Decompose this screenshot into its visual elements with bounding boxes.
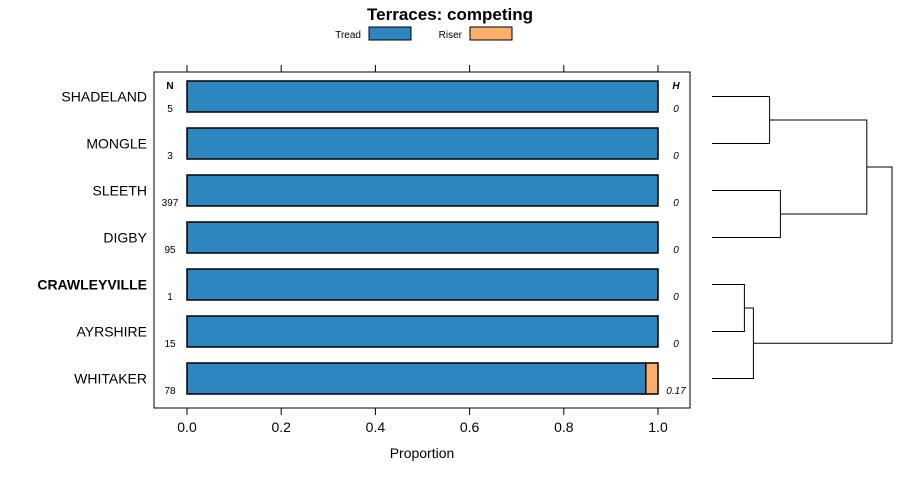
h-value: 0	[673, 198, 679, 209]
legend-label-tread: Tread	[335, 30, 361, 41]
n-value: 397	[162, 198, 179, 209]
dendrogram-branch	[712, 284, 745, 332]
dendrogram-branch	[712, 307, 754, 379]
n-column-header: N	[166, 81, 173, 92]
category-label: SLEETH	[93, 183, 147, 199]
n-value: 3	[167, 151, 173, 162]
legend-swatch-tread	[368, 26, 412, 41]
bar-tread	[186, 268, 659, 301]
bar-tread	[186, 315, 659, 348]
x-tick-label: 0.6	[460, 419, 480, 435]
category-label: SHADELAND	[61, 89, 147, 105]
bar-riser	[645, 362, 659, 395]
h-value: 0	[673, 292, 679, 303]
dendrogram-branch	[712, 96, 771, 144]
n-value: 78	[164, 386, 176, 397]
bar-rows: SHADELAND 5 0 MONGLE 3 0 SLEETH 397 0 DIGBY 95 0 CRA…	[37, 80, 686, 397]
x-tick-label: 0.4	[366, 419, 386, 435]
bar-tread	[186, 127, 659, 160]
bar-tread	[186, 174, 659, 207]
h-value: 0	[673, 339, 679, 350]
h-value: 0	[673, 245, 679, 256]
dendrogram-branch	[769, 119, 868, 215]
n-value: 1	[167, 292, 173, 303]
category-label: MONGLE	[86, 136, 147, 152]
n-value: 5	[167, 104, 173, 115]
x-tick-label: 0.0	[177, 419, 197, 435]
n-value: 15	[164, 339, 176, 350]
x-axis-title: Proportion	[390, 445, 455, 461]
h-column-header: H	[672, 81, 680, 92]
x-tick-label: 0.2	[271, 419, 291, 435]
x-axis: 0.0 0.2 0.4 0.6 0.8 1.0	[177, 65, 668, 435]
n-value: 95	[164, 245, 176, 256]
bar-tread	[186, 221, 659, 254]
bar-tread	[186, 362, 647, 395]
dendrogram-branch	[753, 166, 893, 344]
plot-frame	[153, 71, 691, 409]
x-tick-label: 0.8	[554, 419, 574, 435]
legend: Tread Riser	[335, 26, 513, 41]
legend-swatch-riser	[469, 26, 513, 41]
category-label: DIGBY	[103, 230, 147, 246]
category-label: AYRSHIRE	[76, 324, 147, 340]
category-label: WHITAKER	[74, 371, 147, 387]
h-value: 0	[673, 104, 679, 115]
dendrogram-branch	[712, 190, 781, 238]
dendrogram	[712, 96, 893, 379]
h-value: 0	[673, 151, 679, 162]
bar-tread	[186, 80, 659, 113]
x-tick-label: 1.0	[648, 419, 668, 435]
category-label: CRAWLEYVILLE	[37, 277, 147, 293]
chart-title: Terraces: competing	[367, 5, 533, 24]
h-value: 0.17	[666, 386, 686, 397]
legend-label-riser: Riser	[439, 30, 463, 41]
